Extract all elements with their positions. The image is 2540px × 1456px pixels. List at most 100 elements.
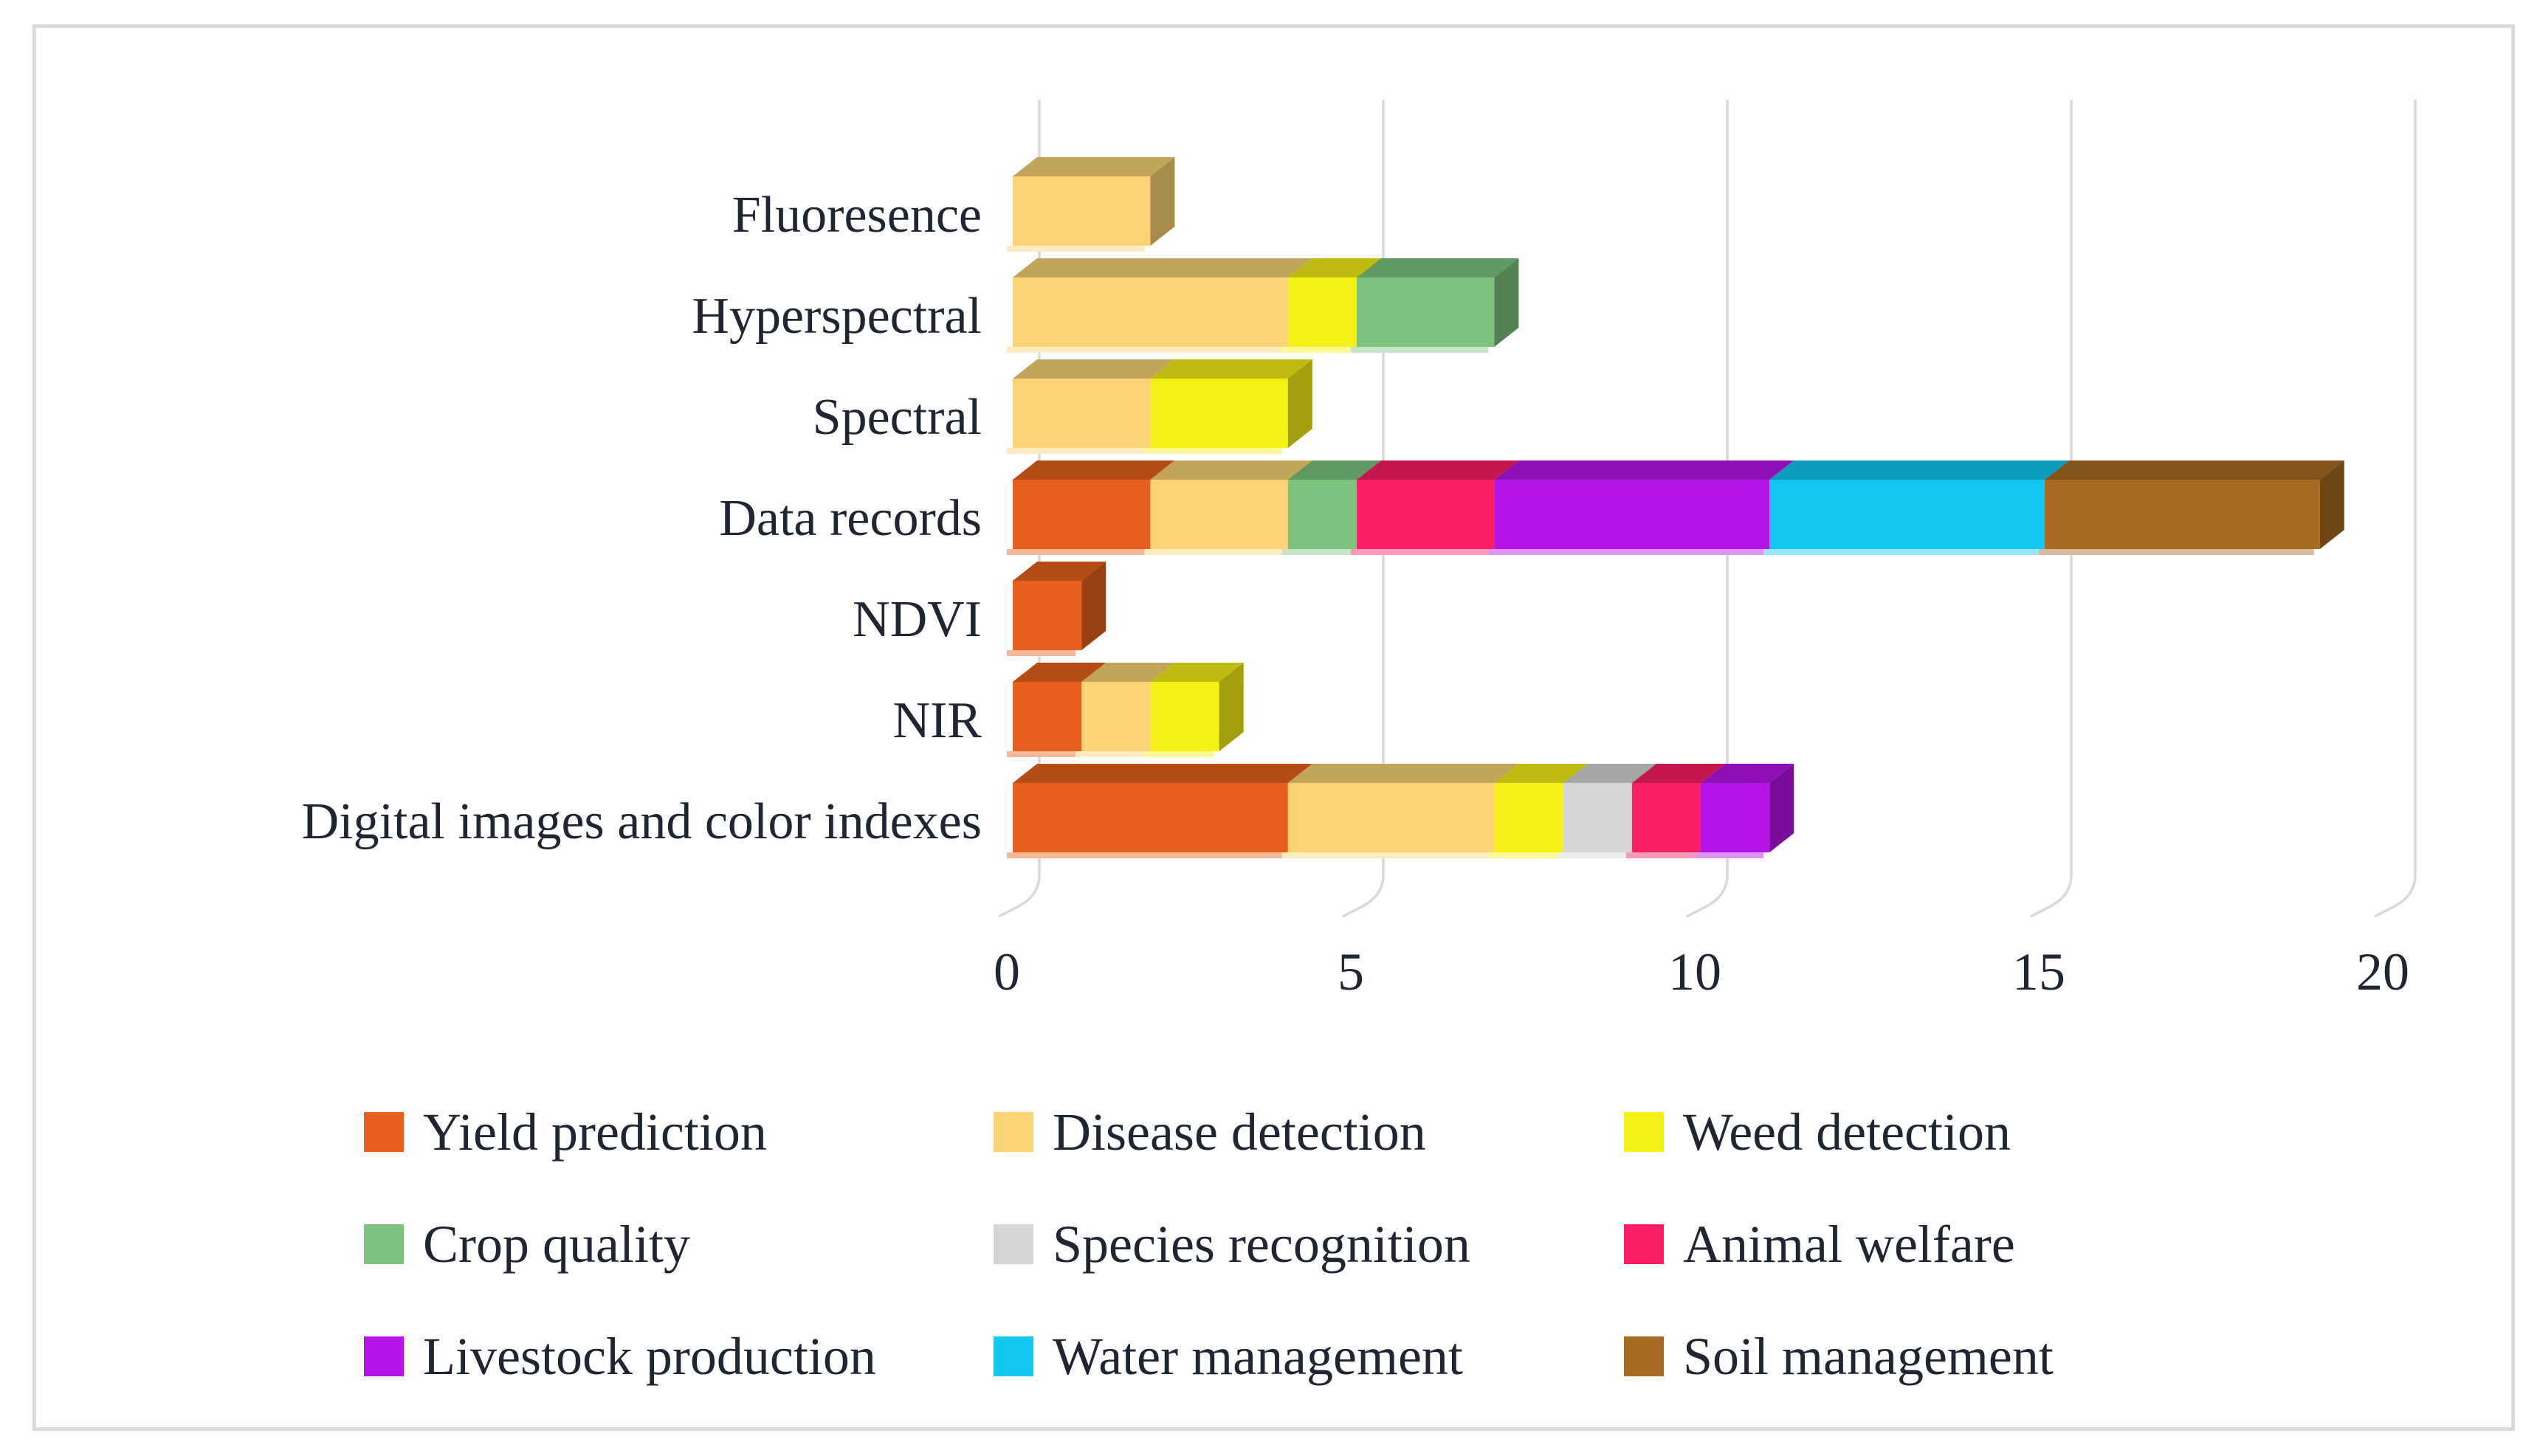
legend-item-weed-detection: Weed detection: [1624, 1105, 2011, 1159]
segment-top-data-records-animal-welfare: [1357, 460, 1519, 480]
legend-label-species-recognition: Species recognition: [1053, 1215, 1470, 1274]
legend-label-animal-welfare: Animal welfare: [1683, 1215, 2015, 1274]
bar-floor-shadow: [1007, 751, 1076, 757]
bar-spectral: [1007, 359, 1312, 454]
segment-top-fluoresence-disease-detection: [1013, 157, 1175, 176]
chart-frame: [32, 24, 2515, 1431]
bar-floor-shadow: [1625, 852, 1695, 858]
bar-floor-shadow: [1281, 347, 1351, 353]
segment-ndvi-yield-prediction: [1013, 581, 1082, 650]
bar-floor-shadow: [1144, 549, 1282, 555]
bar-fluoresence: [1007, 157, 1175, 252]
bar-floor-shadow: [1281, 549, 1351, 555]
gridline-10: [1686, 100, 1729, 918]
segment-top-digital-images-and-color-indexes-livestock-production: [1701, 764, 1794, 783]
category-label-nir: NIR: [892, 692, 982, 749]
segment-top-data-records-livestock-production: [1494, 460, 1794, 480]
segment-top-data-records-yield-prediction: [1013, 460, 1175, 480]
segment-hyperspectral-crop-quality: [1357, 277, 1495, 347]
bar-floor-shadow: [1488, 549, 1764, 555]
segment-data-records-crop-quality: [1287, 480, 1357, 549]
segment-side-digital-images-and-color-indexes: [1769, 764, 1794, 852]
tick-label-5: 5: [1338, 942, 1364, 1001]
segment-top-digital-images-and-color-indexes-yield-prediction: [1013, 764, 1312, 783]
segment-nir-disease-detection: [1081, 682, 1151, 751]
segment-top-hyperspectral-disease-detection: [1013, 258, 1312, 277]
segment-data-records-livestock-production: [1494, 480, 1770, 549]
segment-side-hyperspectral: [1494, 258, 1519, 347]
category-label-fluoresence: Fluoresence: [732, 187, 982, 244]
segment-side-nir: [1219, 663, 1244, 751]
bar-floor-shadow: [1007, 650, 1076, 656]
segment-side-spectral: [1287, 359, 1312, 448]
segment-top-spectral-weed-detection: [1150, 359, 1312, 379]
segment-digital-images-and-color-indexes-disease-detection: [1287, 783, 1495, 852]
segment-side-ndvi: [1081, 562, 1106, 650]
gridline-20: [2374, 100, 2417, 918]
segment-hyperspectral-disease-detection: [1013, 277, 1288, 347]
segment-top-data-records-crop-quality: [1287, 460, 1381, 480]
category-label-ndvi: NDVI: [853, 591, 982, 648]
bar-floor-shadow: [1144, 448, 1282, 454]
bar-digital-images-and-color-indexes: [1007, 764, 1794, 858]
bar-data-records: [1007, 460, 2344, 555]
bar-floor-shadow: [1695, 852, 1764, 858]
legend-item-disease-detection: Disease detection: [994, 1105, 1426, 1159]
segment-digital-images-and-color-indexes-yield-prediction: [1013, 783, 1288, 852]
legend-item-animal-welfare: Animal welfare: [1624, 1217, 2015, 1272]
legend-item-species-recognition: Species recognition: [994, 1217, 1470, 1272]
category-label-hyperspectral: Hyperspectral: [692, 288, 982, 345]
segment-data-records-soil-management: [2045, 480, 2320, 549]
tick-label-10: 10: [1668, 942, 1721, 1001]
legend-swatch-crop-quality: [364, 1224, 404, 1264]
segment-top-ndvi-yield-prediction: [1013, 562, 1106, 581]
segment-top-data-records-disease-detection: [1150, 460, 1312, 480]
segment-top-data-records-soil-management: [2045, 460, 2344, 480]
segment-data-records-animal-welfare: [1357, 480, 1495, 549]
segment-top-data-records-water-management: [1769, 460, 2069, 480]
legend-item-livestock-production: Livestock production: [364, 1329, 876, 1384]
bar-floor-shadow: [1007, 549, 1145, 555]
segment-data-records-disease-detection: [1150, 480, 1288, 549]
segment-top-digital-images-and-color-indexes-animal-welfare: [1631, 764, 1725, 783]
bar-floor-shadow: [1281, 852, 1489, 858]
bar-floor-shadow: [1763, 549, 2039, 555]
segment-digital-images-and-color-indexes-livestock-production: [1701, 783, 1770, 852]
bar-floor-shadow: [1144, 751, 1214, 757]
legend-item-yield-prediction: Yield prediction: [364, 1105, 767, 1159]
gridline-5: [1342, 100, 1385, 918]
gridline-15: [2030, 100, 2073, 918]
segment-hyperspectral-weed-detection: [1287, 277, 1357, 347]
bar-floor-shadow: [1351, 347, 1489, 353]
bar-floor-shadow: [1007, 448, 1145, 454]
segment-spectral-disease-detection: [1013, 379, 1151, 448]
legend-swatch-disease-detection: [994, 1112, 1033, 1152]
legend-item-soil-management: Soil management: [1624, 1329, 2054, 1384]
tick-label-15: 15: [2012, 942, 2065, 1001]
bar-floor-shadow: [1007, 852, 1282, 858]
segment-spectral-weed-detection: [1150, 379, 1288, 448]
gridline-0: [998, 100, 1041, 918]
segment-nir-weed-detection: [1150, 682, 1219, 751]
bar-floor-shadow: [1557, 852, 1626, 858]
legend-swatch-animal-welfare: [1624, 1224, 1664, 1264]
legend-swatch-weed-detection: [1624, 1112, 1664, 1152]
segment-nir-yield-prediction: [1013, 682, 1082, 751]
legend-swatch-species-recognition: [994, 1224, 1033, 1264]
segment-digital-images-and-color-indexes-animal-welfare: [1631, 783, 1701, 852]
segment-data-records-yield-prediction: [1013, 480, 1151, 549]
legend-swatch-water-management: [994, 1336, 1033, 1376]
segment-top-digital-images-and-color-indexes-weed-detection: [1494, 764, 1588, 783]
tick-label-0: 0: [994, 942, 1020, 1001]
bar-floor-shadow: [1007, 347, 1282, 353]
legend-label-yield-prediction: Yield prediction: [423, 1103, 767, 1162]
legend-swatch-livestock-production: [364, 1336, 404, 1376]
segment-side-fluoresence: [1150, 157, 1175, 246]
bar-floor-shadow: [1488, 852, 1558, 858]
legend-label-soil-management: Soil management: [1683, 1327, 2054, 1386]
segment-digital-images-and-color-indexes-weed-detection: [1494, 783, 1563, 852]
segment-top-digital-images-and-color-indexes-disease-detection: [1287, 764, 1519, 783]
legend-label-livestock-production: Livestock production: [423, 1327, 876, 1386]
category-label-spectral: Spectral: [812, 389, 982, 446]
